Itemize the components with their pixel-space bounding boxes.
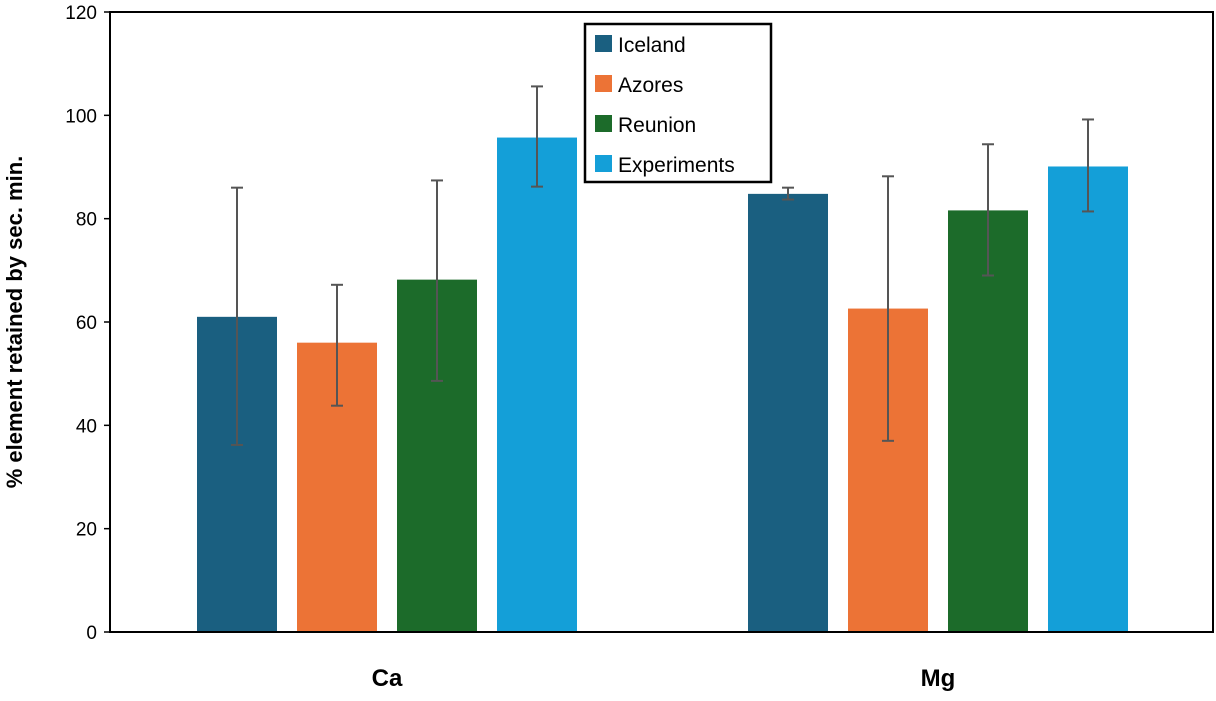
- bar-iceland-mg: [748, 193, 828, 632]
- legend-swatch: [595, 115, 612, 132]
- bar-experiments-mg: [1048, 166, 1128, 632]
- legend: Iceland Azores Reunion Experiments: [583, 22, 773, 184]
- y-tick-label: 40: [76, 416, 97, 437]
- legend-label: Azores: [618, 74, 683, 97]
- legend-label: Experiments: [618, 154, 735, 177]
- legend-label: Reunion: [618, 114, 696, 137]
- y-tick-label: 80: [76, 210, 97, 231]
- error-bar: [531, 85, 543, 188]
- legend-swatch: [595, 155, 612, 172]
- error-bar: [231, 186, 243, 446]
- category-label-mg: Mg: [921, 665, 956, 692]
- error-bar: [1082, 118, 1094, 213]
- legend-swatch: [595, 75, 612, 92]
- error-bar: [431, 179, 443, 382]
- error-bar: [331, 283, 343, 407]
- y-tick-label: 60: [76, 313, 97, 334]
- error-bar: [982, 143, 994, 277]
- y-tick-label: 20: [76, 520, 97, 541]
- error-bar: [782, 186, 794, 201]
- legend-swatch: [595, 35, 612, 52]
- error-bar: [882, 175, 894, 442]
- bar-reunion-mg: [948, 210, 1028, 632]
- y-tick-label: 120: [65, 3, 97, 24]
- category-label-ca: Ca: [372, 665, 403, 692]
- legend-box: [583, 22, 773, 184]
- y-tick-label: 0: [86, 623, 97, 644]
- y-axis-label: % element retained by sec. min.: [2, 156, 27, 489]
- bar-experiments-ca: [497, 137, 577, 633]
- plot-frame: [109, 11, 1214, 633]
- y-tick-label: 100: [65, 106, 97, 127]
- legend-label: Iceland: [618, 34, 686, 57]
